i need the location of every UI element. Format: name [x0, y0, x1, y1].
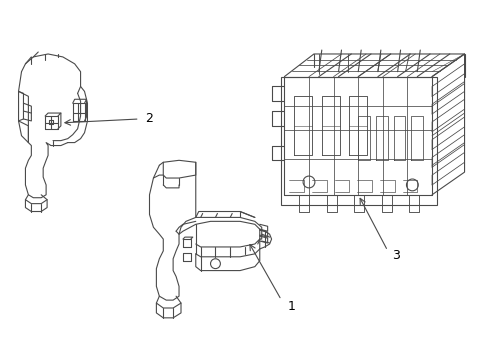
- Text: 1: 1: [287, 300, 295, 312]
- Text: 2: 2: [146, 112, 153, 125]
- Text: 3: 3: [392, 249, 399, 262]
